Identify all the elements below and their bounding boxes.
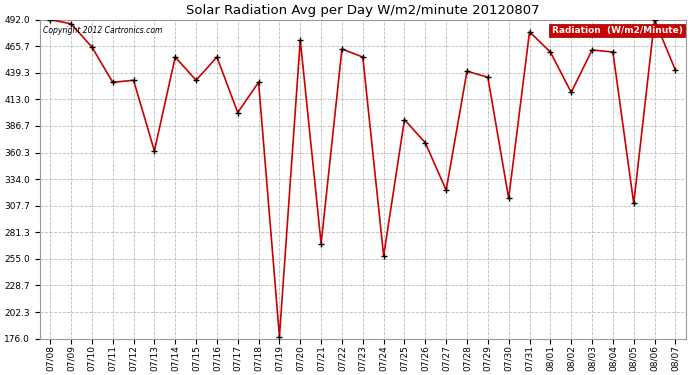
- Title: Solar Radiation Avg per Day W/m2/minute 20120807: Solar Radiation Avg per Day W/m2/minute …: [186, 4, 540, 17]
- Text: Copyright 2012 Cartronics.com: Copyright 2012 Cartronics.com: [43, 26, 162, 35]
- Text: Radiation  (W/m2/Minute): Radiation (W/m2/Minute): [552, 26, 682, 35]
